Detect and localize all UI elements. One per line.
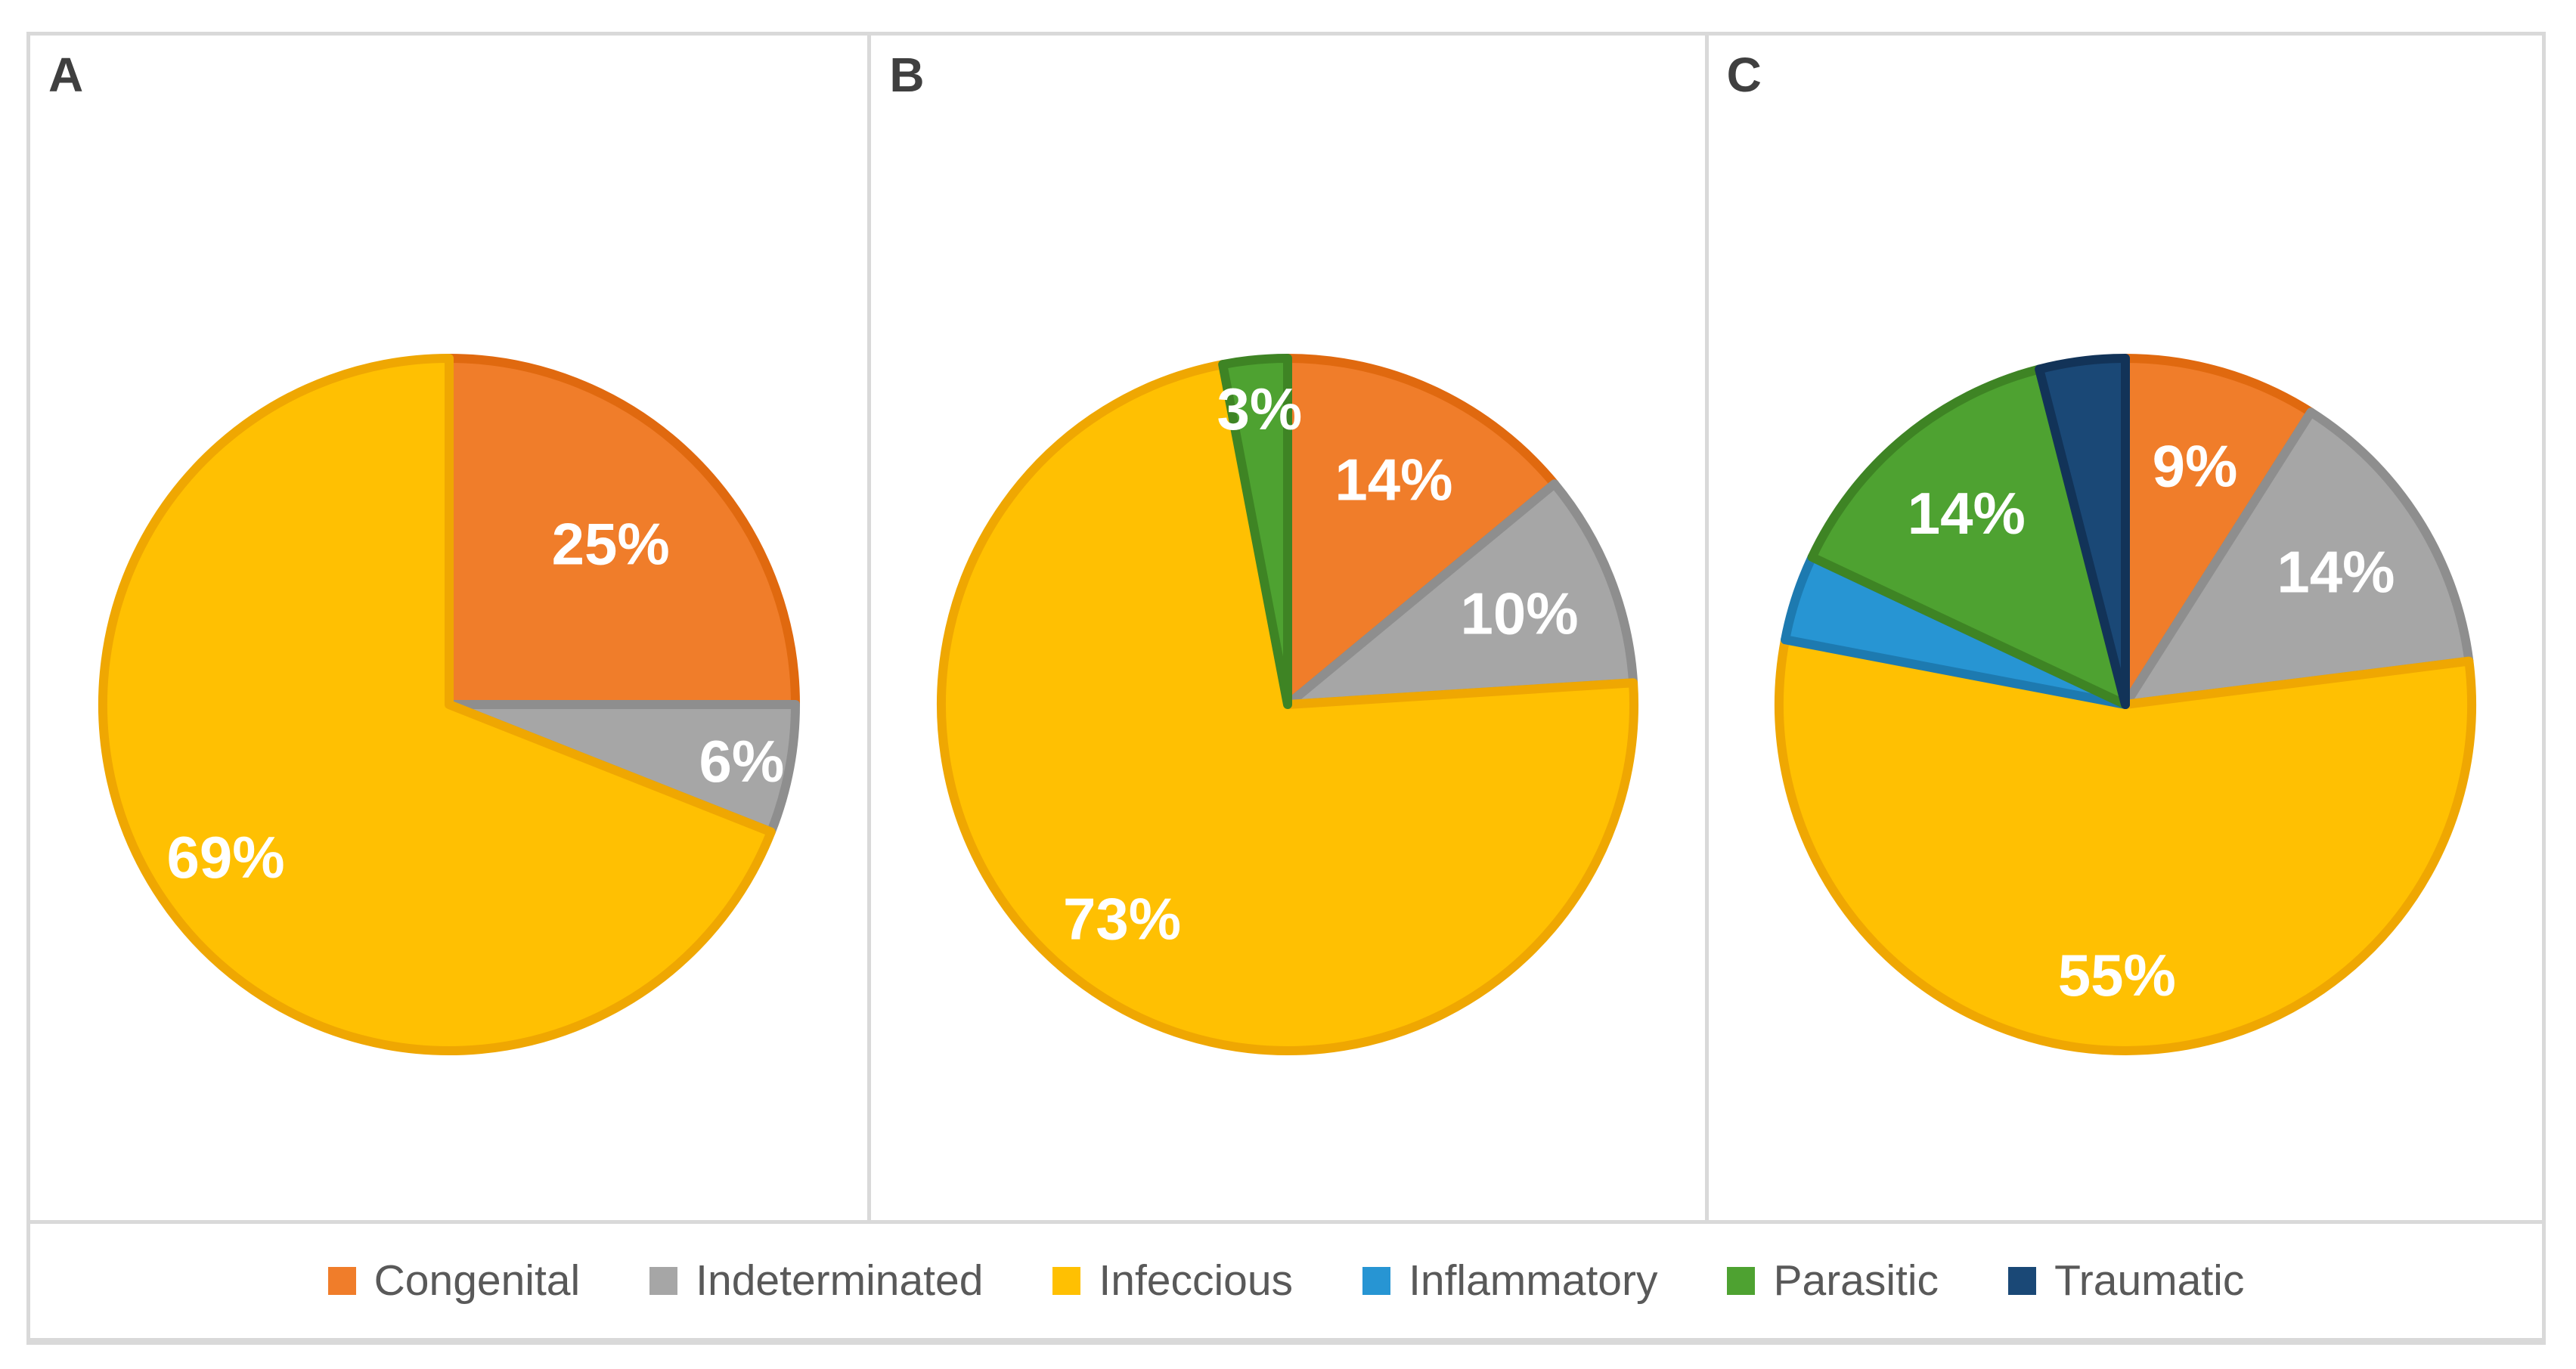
- legend-swatch-traumatic: [2008, 1267, 2037, 1295]
- legend-label: Parasitic: [1773, 1256, 1939, 1305]
- pie-slice-indeterminated: [1283, 479, 1638, 710]
- pie-slice-traumatic: [2034, 354, 2130, 710]
- legend-item-parasitic: Parasitic: [1727, 1259, 1939, 1302]
- legend-label: Indeterminated: [696, 1256, 984, 1305]
- legend-item-infeccious: Infeccious: [1052, 1259, 1293, 1302]
- pie-slice-congenital: [1283, 354, 1560, 710]
- data-label-parasitic: 14%: [1908, 480, 2026, 547]
- panel-a-letter: A: [48, 48, 84, 102]
- figure-frame: A 25% 6% 69% B 14% 10% 73% 3% C 9% 14% 55% 14% C…: [26, 32, 2546, 1345]
- legend-label: Inflammatory: [1409, 1256, 1658, 1305]
- legend-label: Congenital: [374, 1256, 581, 1305]
- pie-slice-infeccious: [1774, 635, 2476, 1056]
- pie-slice-indeterminated: [2120, 407, 2474, 710]
- panel-a: A 25% 6% 69%: [30, 36, 868, 1220]
- pie-slice-parasitic: [1218, 354, 1293, 710]
- data-label-infeccious: 69%: [166, 824, 284, 890]
- pie-slice-infeccious: [98, 354, 776, 1056]
- data-label-indeterminated: 6%: [699, 728, 784, 794]
- pie-slice-parasitic: [1807, 364, 2130, 710]
- panel-b: B 14% 10% 73% 3%: [867, 36, 1705, 1220]
- data-label-infeccious: 55%: [2058, 942, 2176, 1008]
- legend-swatch-indeterminated: [649, 1267, 678, 1295]
- legend-swatch-inflammatory: [1362, 1267, 1391, 1295]
- data-label-infeccious: 73%: [1063, 886, 1181, 952]
- pie-chart-a: 25% 6% 69%: [98, 354, 800, 1056]
- legend-item-indeterminated: Indeterminated: [649, 1259, 983, 1302]
- panel-c-letter: C: [1726, 48, 1762, 102]
- pie-slice-congenital: [444, 354, 800, 710]
- panel-c: C 9% 14% 55% 14%: [1704, 36, 2542, 1220]
- legend: Congenital Indeterminated Infeccious Inflam…: [30, 1220, 2542, 1338]
- data-label-congenital: 9%: [2152, 433, 2237, 500]
- legend-item-traumatic: Traumatic: [2008, 1259, 2244, 1302]
- legend-label: Infeccious: [1099, 1256, 1294, 1305]
- pie-slice-congenital: [2120, 354, 2316, 710]
- panel-b-letter: B: [889, 48, 925, 102]
- data-label-congenital: 25%: [551, 511, 669, 578]
- legend-swatch-congenital: [327, 1267, 356, 1295]
- legend-swatch-parasitic: [1727, 1267, 1756, 1295]
- legend-item-congenital: Congenital: [327, 1256, 581, 1305]
- data-label-parasitic: 3%: [1217, 376, 1303, 442]
- legend-swatch-infeccious: [1052, 1267, 1081, 1295]
- pie-chart-b: 14% 10% 73% 3%: [937, 354, 1639, 1056]
- pie-panels: A 25% 6% 69% B 14% 10% 73% 3% C 9% 14% 55% 14%: [30, 36, 2542, 1220]
- legend-item-inflammatory: Inflammatory: [1362, 1259, 1657, 1302]
- data-label-congenital: 14%: [1335, 447, 1453, 513]
- data-label-indeterminated: 10%: [1461, 581, 1579, 647]
- legend-label: Traumatic: [2054, 1256, 2245, 1305]
- data-label-indeterminated: 14%: [2277, 539, 2395, 606]
- pie-chart-c: 9% 14% 55% 14%: [1774, 354, 2476, 1056]
